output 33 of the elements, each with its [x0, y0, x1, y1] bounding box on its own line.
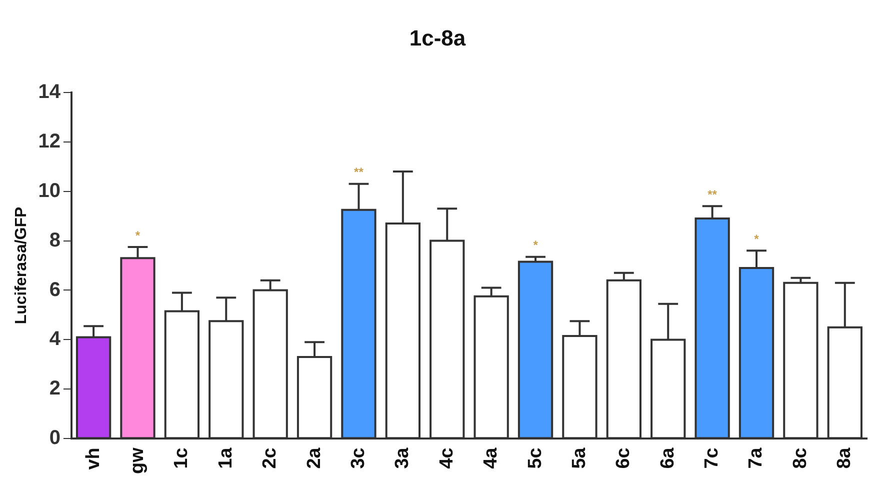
x-tick-label: 1c — [171, 447, 192, 469]
annotation: * — [135, 228, 140, 242]
x-tick-label: 1a — [215, 447, 236, 469]
y-tick-label: 0 — [49, 427, 60, 450]
x-tick-label: 7a — [746, 447, 767, 469]
x-tick-label: 3c — [348, 447, 369, 469]
x-tick-label: 6c — [613, 447, 634, 469]
x-tick-label: 6a — [657, 447, 678, 469]
y-axis-title: Luciferasa/GFP — [13, 206, 30, 324]
y-tick-label: 4 — [49, 328, 62, 350]
y-tick-label: 14 — [38, 80, 62, 103]
annotation: ** — [708, 187, 718, 202]
x-tick-label: 2c — [260, 447, 281, 469]
x-tick-label: 8c — [790, 447, 811, 469]
x-tick-label: 5c — [524, 447, 546, 469]
annotation: ** — [354, 165, 364, 180]
chart-title: 1c-8a — [409, 25, 466, 50]
x-tick-label: 2a — [304, 447, 325, 469]
y-tick-label: 10 — [38, 180, 60, 202]
x-tick-label: 4a — [480, 447, 502, 469]
y-tick-label: 6 — [49, 278, 60, 301]
x-tick-label: 4c — [436, 447, 458, 469]
x-tick-label: 8a — [834, 447, 856, 469]
y-tick-label: 8 — [49, 229, 60, 252]
x-tick-label: vh — [82, 448, 104, 470]
y-tick-label: 12 — [38, 130, 60, 152]
x-tick-label: 7c — [702, 447, 723, 469]
y-tick-label: 2 — [49, 378, 60, 400]
x-tick-label: gw — [126, 447, 148, 474]
annotation: * — [754, 232, 760, 246]
x-tick-label: 5a — [568, 447, 590, 469]
x-tick-label: 3a — [392, 447, 414, 469]
annotation: * — [533, 238, 538, 252]
